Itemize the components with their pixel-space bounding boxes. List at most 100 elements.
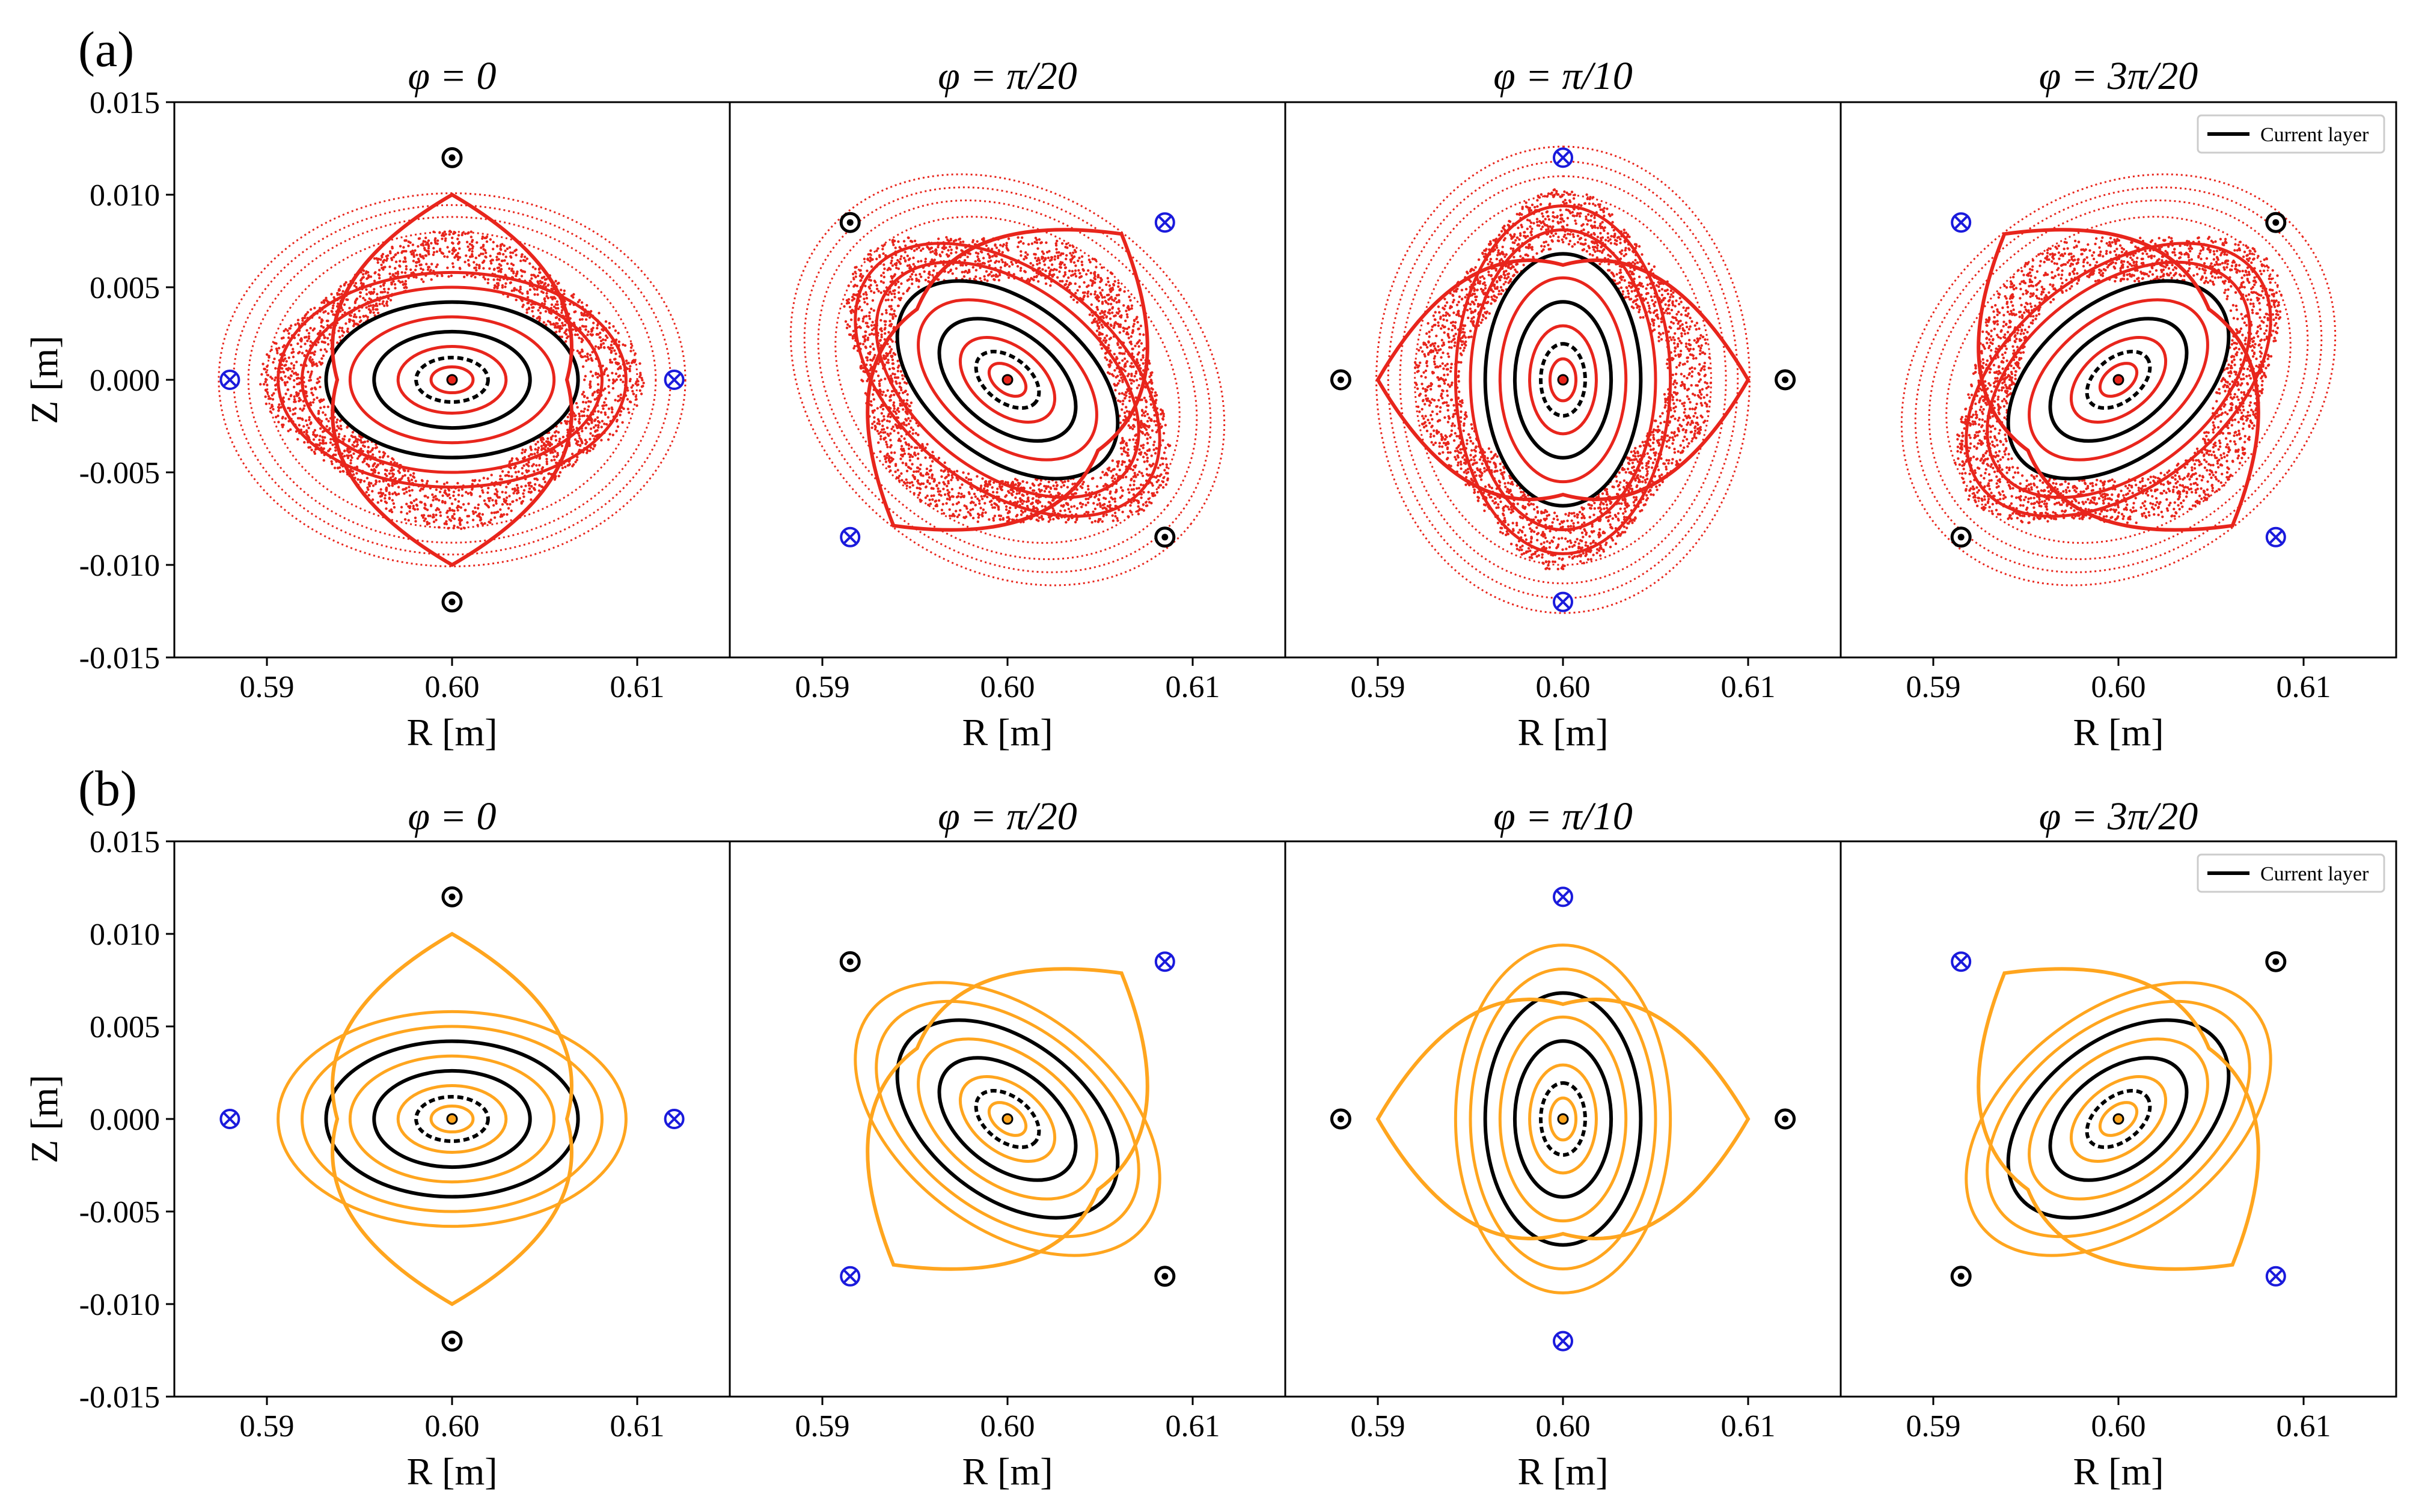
chaotic-point: [1137, 351, 1140, 354]
chaotic-point: [524, 484, 527, 487]
chaotic-point: [931, 473, 934, 477]
chaotic-point: [915, 470, 918, 473]
chaotic-point: [406, 469, 410, 472]
chaotic-point: [383, 304, 386, 307]
chaotic-point: [1065, 254, 1068, 257]
chaotic-point: [1142, 456, 1145, 459]
chaotic-point: [915, 277, 918, 281]
chaotic-point: [1119, 352, 1122, 355]
chaotic-point: [1100, 278, 1103, 281]
chaotic-point: [947, 254, 950, 257]
chaotic-point: [1111, 306, 1114, 310]
chaotic-point: [1033, 252, 1036, 256]
chaotic-point: [372, 306, 375, 309]
chaotic-point: [1162, 415, 1165, 418]
chaotic-point: [511, 487, 514, 491]
chaotic-point: [1074, 272, 1077, 275]
chaotic-point: [322, 354, 325, 358]
chaotic-point: [581, 350, 584, 353]
chaotic-point: [314, 343, 318, 347]
chaotic-point: [907, 447, 911, 450]
chaotic-point: [545, 457, 548, 461]
chaotic-point: [475, 269, 478, 272]
chaotic-point: [431, 516, 435, 519]
chaotic-point: [908, 486, 911, 489]
chaotic-point: [479, 495, 482, 498]
chaotic-point: [507, 507, 510, 510]
chaotic-point: [533, 288, 536, 291]
chaotic-point: [1054, 242, 1058, 245]
chaotic-point: [287, 376, 290, 379]
chaotic-point: [586, 397, 589, 400]
chaotic-point: [1163, 451, 1166, 454]
chaotic-point: [303, 354, 306, 357]
chaotic-point: [296, 437, 299, 441]
chaotic-point: [929, 465, 932, 468]
chaotic-point: [516, 486, 519, 490]
chaotic-point: [430, 242, 433, 245]
chaotic-point: [955, 247, 958, 250]
chaotic-point: [1091, 279, 1095, 282]
chaotic-point: [307, 337, 311, 340]
chaotic-point: [393, 483, 396, 486]
chaotic-point: [622, 343, 625, 346]
chaotic-point: [359, 447, 362, 450]
chaotic-point: [287, 406, 290, 410]
chaotic-point: [365, 490, 368, 494]
chaotic-point: [976, 255, 979, 258]
chaotic-point: [445, 511, 448, 514]
chaotic-point: [486, 278, 490, 281]
chaotic-point: [1048, 490, 1051, 493]
chaotic-point: [931, 477, 934, 480]
chaotic-point: [1121, 463, 1124, 466]
chaotic-point: [281, 423, 284, 427]
chaotic-point: [311, 329, 314, 332]
chaotic-point: [872, 348, 875, 351]
chaotic-point: [390, 466, 393, 469]
chaotic-point: [982, 487, 986, 490]
chaotic-point: [889, 374, 893, 377]
chaotic-point: [1123, 290, 1126, 293]
chaotic-point: [301, 319, 304, 322]
chaotic-point: [948, 498, 952, 501]
chaotic-point: [458, 247, 461, 250]
chaotic-point: [589, 370, 593, 373]
chaotic-point: [1045, 485, 1048, 488]
chaotic-point: [1060, 486, 1063, 489]
chaotic-point: [558, 437, 561, 440]
chaotic-point: [1074, 282, 1077, 285]
chaotic-point: [339, 424, 343, 427]
chaotic-point: [359, 291, 362, 294]
chaotic-point: [903, 437, 906, 440]
chaotic-point: [852, 297, 856, 300]
chaotic-point: [527, 465, 530, 468]
chaotic-point: [372, 311, 375, 314]
chaotic-point: [875, 287, 879, 290]
chaotic-point: [374, 271, 377, 274]
chaotic-point: [1125, 394, 1128, 397]
chaotic-point: [1146, 413, 1149, 416]
chaotic-point: [264, 380, 267, 383]
chaotic-point: [383, 258, 386, 262]
chaotic-point: [525, 469, 528, 472]
chaotic-point: [362, 460, 366, 463]
y-axis-label: Z [m]: [23, 335, 66, 424]
chaotic-point: [934, 252, 937, 255]
chaotic-point: [861, 275, 864, 278]
chaotic-point: [1148, 463, 1151, 466]
chaotic-point: [897, 477, 900, 480]
chaotic-point: [1053, 273, 1056, 276]
chaotic-point: [917, 453, 920, 456]
chaotic-point: [586, 422, 589, 425]
chaotic-point: [851, 299, 854, 302]
chaotic-point: [426, 508, 429, 511]
chaotic-point: [986, 495, 989, 499]
chaotic-point: [1124, 475, 1128, 478]
chaotic-point: [867, 314, 871, 318]
chaotic-point: [1118, 392, 1121, 395]
chaotic-point: [1117, 399, 1120, 402]
chaotic-point: [1020, 513, 1023, 516]
chaotic-point: [861, 335, 865, 338]
chaotic-point: [560, 288, 563, 291]
chaotic-point: [530, 273, 533, 276]
